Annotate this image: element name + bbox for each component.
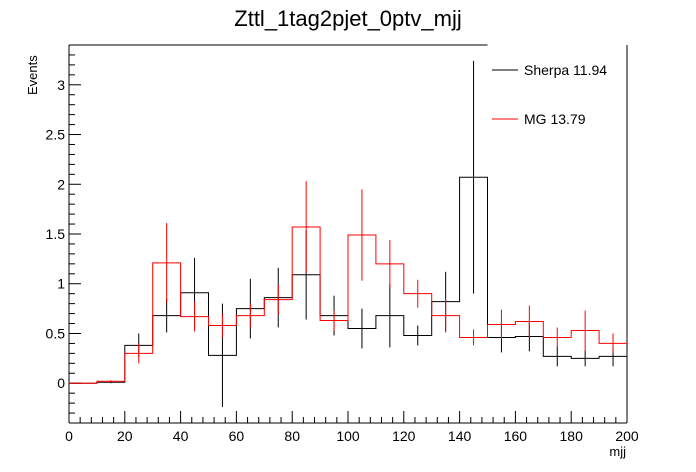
- x-tick-label: 120: [392, 428, 416, 444]
- x-tick-label: 140: [448, 428, 472, 444]
- x-tick-label: 60: [229, 428, 245, 444]
- chart-title: Zttl_1tag2pjet_0ptv_mjj: [234, 6, 461, 31]
- plot-area: [69, 60, 627, 408]
- x-tick-label: 160: [504, 428, 528, 444]
- x-tick-label: 200: [615, 428, 639, 444]
- y-tick-label: 0.5: [46, 325, 66, 341]
- legend: Sherpa 11.94 MG 13.79: [492, 62, 607, 127]
- axes: 0 20 40 60 80 100 120 140 160 180 200 0 0.5 1 1.5 2 2.5 3: [46, 44, 639, 444]
- x-tick-label: 0: [65, 428, 73, 444]
- series-1: [69, 181, 627, 384]
- x-tick-label: 40: [173, 428, 189, 444]
- y-tick-label: 1: [57, 276, 65, 292]
- series-1-step-line: [69, 226, 627, 384]
- y-tick-label: 2.5: [46, 127, 66, 143]
- x-axis-label: mjj: [609, 444, 626, 459]
- x-tick-label: 80: [284, 428, 300, 444]
- x-tick-label: 100: [336, 428, 360, 444]
- legend-label-sherpa: Sherpa 11.94: [524, 62, 607, 78]
- y-tick-label: 0: [57, 375, 65, 391]
- y-tick-label: 2: [57, 176, 65, 192]
- x-tick-label: 180: [560, 428, 584, 444]
- y-tick-label: 1.5: [46, 226, 66, 242]
- x-tick-label: 20: [117, 428, 133, 444]
- legend-label-mg: MG 13.79: [524, 111, 586, 127]
- y-tick-label: 3: [57, 77, 65, 93]
- y-axis-label: Events: [25, 55, 40, 95]
